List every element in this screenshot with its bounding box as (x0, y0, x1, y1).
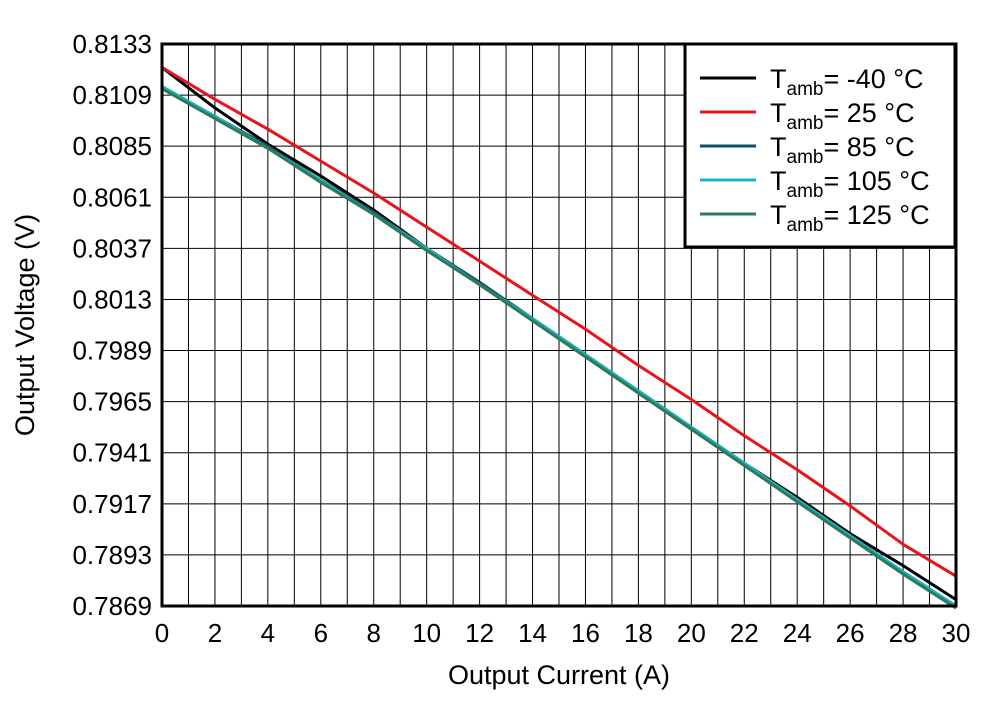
y-tick-label: 0.8037 (72, 233, 152, 263)
x-tick-label: 2 (208, 618, 222, 648)
y-tick-label: 0.7941 (72, 438, 152, 468)
x-tick-label: 22 (730, 618, 759, 648)
legend-label: Tamb= 105 °C (770, 166, 930, 202)
x-tick-label: 18 (624, 618, 653, 648)
y-tick-label: 0.7917 (72, 489, 152, 519)
x-tick-label: 10 (412, 618, 441, 648)
legend-label: Tamb= 85 °C (770, 132, 915, 168)
x-tick-label: 20 (677, 618, 706, 648)
y-tick-label: 0.7893 (72, 540, 152, 570)
y-tick-label: 0.7869 (72, 591, 152, 621)
x-tick-label: 12 (465, 618, 494, 648)
x-tick-label: 4 (261, 618, 275, 648)
grid-lines (162, 44, 956, 606)
series-line (161, 87, 957, 610)
y-tick-label: 0.7989 (72, 336, 152, 366)
legend-label: Tamb= 125 °C (770, 200, 930, 236)
series-line (161, 66, 957, 578)
y-tick-label: 0.8133 (72, 29, 152, 59)
x-tick-label: 30 (942, 618, 971, 648)
y-axis-title: Output Voltage (V) (10, 214, 40, 436)
x-tick-label: 28 (889, 618, 918, 648)
series-layer (161, 66, 957, 610)
x-tick-label: 24 (783, 618, 812, 648)
x-tick-label: 16 (571, 618, 600, 648)
x-axis-title: Output Current (A) (448, 660, 670, 690)
y-tick-label: 0.7965 (72, 387, 152, 417)
plot-frame (160, 42, 958, 608)
y-tick-label: 0.8061 (72, 182, 152, 212)
tick-labels: 0 2 4 6 8 10 12 14 16 18 20 22 24 26 28 300.81330.81090… (72, 29, 970, 648)
x-tick-label: 14 (518, 618, 547, 648)
legend-label: Tamb= 25 °C (770, 98, 915, 134)
y-tick-label: 0.8013 (72, 284, 152, 314)
x-tick-label: 6 (314, 618, 328, 648)
y-tick-label: 0.8109 (72, 80, 152, 110)
y-tick-label: 0.8085 (72, 131, 152, 161)
x-tick-label: 0 (155, 618, 169, 648)
x-tick-label: 8 (366, 618, 380, 648)
legend-label: Tamb= -40 °C (770, 64, 924, 100)
x-tick-label: 26 (836, 618, 865, 648)
